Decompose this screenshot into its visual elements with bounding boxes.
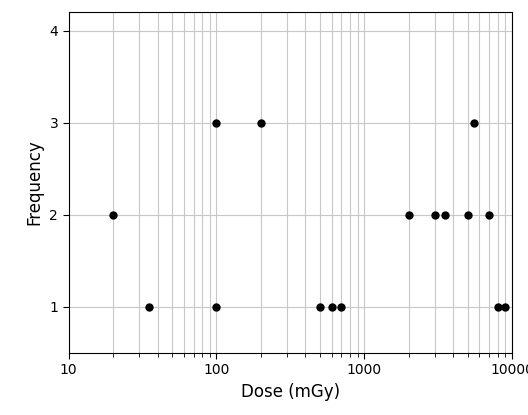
Point [501,303,510,310]
Point [257,120,265,126]
Point [440,212,449,218]
Point [327,303,336,310]
Point [494,303,502,310]
Point [212,120,221,126]
Point [316,303,324,310]
Point [212,303,221,310]
Point [337,303,346,310]
Point [469,120,478,126]
Point [464,212,472,218]
Point [109,212,117,218]
Y-axis label: Frequency: Frequency [26,140,44,225]
Point [404,212,413,218]
X-axis label: Dose (mGy): Dose (mGy) [241,383,340,401]
Point [431,212,439,218]
Point [145,303,153,310]
Point [485,212,494,218]
